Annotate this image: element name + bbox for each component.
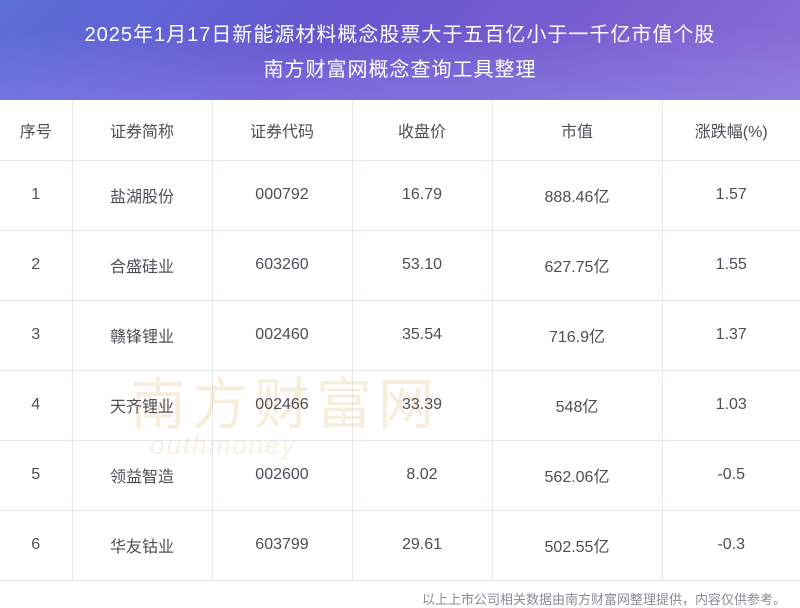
footnote: 以上上市公司相关数据由南方财富网整理提供，内容仅供参考。: [0, 581, 800, 608]
cell-price: 8.02: [352, 440, 492, 510]
table-row: 4 天齐锂业 002466 33.39 548亿 1.03: [0, 370, 800, 440]
cell-name: 盐湖股份: [72, 160, 212, 230]
cell-code: 000792: [212, 160, 352, 230]
cell-code: 002600: [212, 440, 352, 510]
header-banner: 2025年1月17日新能源材料概念股票大于五百亿小于一千亿市值个股 南方财富网概…: [0, 0, 800, 100]
cell-index: 6: [0, 510, 72, 580]
cell-index: 4: [0, 370, 72, 440]
cell-market-cap: 562.06亿: [492, 440, 662, 510]
table-container: 南方财富网 outhmoney 序号 证券简称 证券代码 收盘价 市值 涨跌幅(…: [0, 100, 800, 581]
table-row: 2 合盛硅业 603260 53.10 627.75亿 1.55: [0, 230, 800, 300]
cell-name: 领益智造: [72, 440, 212, 510]
cell-name: 华友钴业: [72, 510, 212, 580]
cell-price: 16.79: [352, 160, 492, 230]
cell-name: 赣锋锂业: [72, 300, 212, 370]
cell-change: 1.03: [662, 370, 800, 440]
table-header-row: 序号 证券简称 证券代码 收盘价 市值 涨跌幅(%): [0, 100, 800, 160]
cell-name: 合盛硅业: [72, 230, 212, 300]
cell-index: 1: [0, 160, 72, 230]
table-body: 1 盐湖股份 000792 16.79 888.46亿 1.57 2 合盛硅业 …: [0, 160, 800, 580]
cell-price: 33.39: [352, 370, 492, 440]
cell-change: 1.37: [662, 300, 800, 370]
table-row: 3 赣锋锂业 002460 35.54 716.9亿 1.37: [0, 300, 800, 370]
cell-change: 1.57: [662, 160, 800, 230]
table-row: 1 盐湖股份 000792 16.79 888.46亿 1.57: [0, 160, 800, 230]
cell-code: 603799: [212, 510, 352, 580]
title-line1: 2025年1月17日新能源材料概念股票大于五百亿小于一千亿市值个股: [85, 18, 716, 47]
col-header-price: 收盘价: [352, 100, 492, 160]
cell-code: 002466: [212, 370, 352, 440]
table-row: 6 华友钴业 603799 29.61 502.55亿 -0.3: [0, 510, 800, 580]
cell-code: 002460: [212, 300, 352, 370]
table-row: 5 领益智造 002600 8.02 562.06亿 -0.5: [0, 440, 800, 510]
cell-change: -0.3: [662, 510, 800, 580]
cell-market-cap: 548亿: [492, 370, 662, 440]
cell-index: 5: [0, 440, 72, 510]
cell-market-cap: 888.46亿: [492, 160, 662, 230]
cell-market-cap: 627.75亿: [492, 230, 662, 300]
cell-index: 3: [0, 300, 72, 370]
col-header-code: 证券代码: [212, 100, 352, 160]
cell-price: 53.10: [352, 230, 492, 300]
col-header-index: 序号: [0, 100, 72, 160]
cell-name: 天齐锂业: [72, 370, 212, 440]
col-header-name: 证券简称: [72, 100, 212, 160]
col-header-market-cap: 市值: [492, 100, 662, 160]
cell-change: -0.5: [662, 440, 800, 510]
cell-market-cap: 502.55亿: [492, 510, 662, 580]
cell-code: 603260: [212, 230, 352, 300]
cell-market-cap: 716.9亿: [492, 300, 662, 370]
cell-index: 2: [0, 230, 72, 300]
stock-table: 序号 证券简称 证券代码 收盘价 市值 涨跌幅(%) 1 盐湖股份 000792…: [0, 100, 800, 581]
cell-price: 35.54: [352, 300, 492, 370]
col-header-change: 涨跌幅(%): [662, 100, 800, 160]
title-line2: 南方财富网概念查询工具整理: [264, 53, 537, 82]
cell-price: 29.61: [352, 510, 492, 580]
cell-change: 1.55: [662, 230, 800, 300]
